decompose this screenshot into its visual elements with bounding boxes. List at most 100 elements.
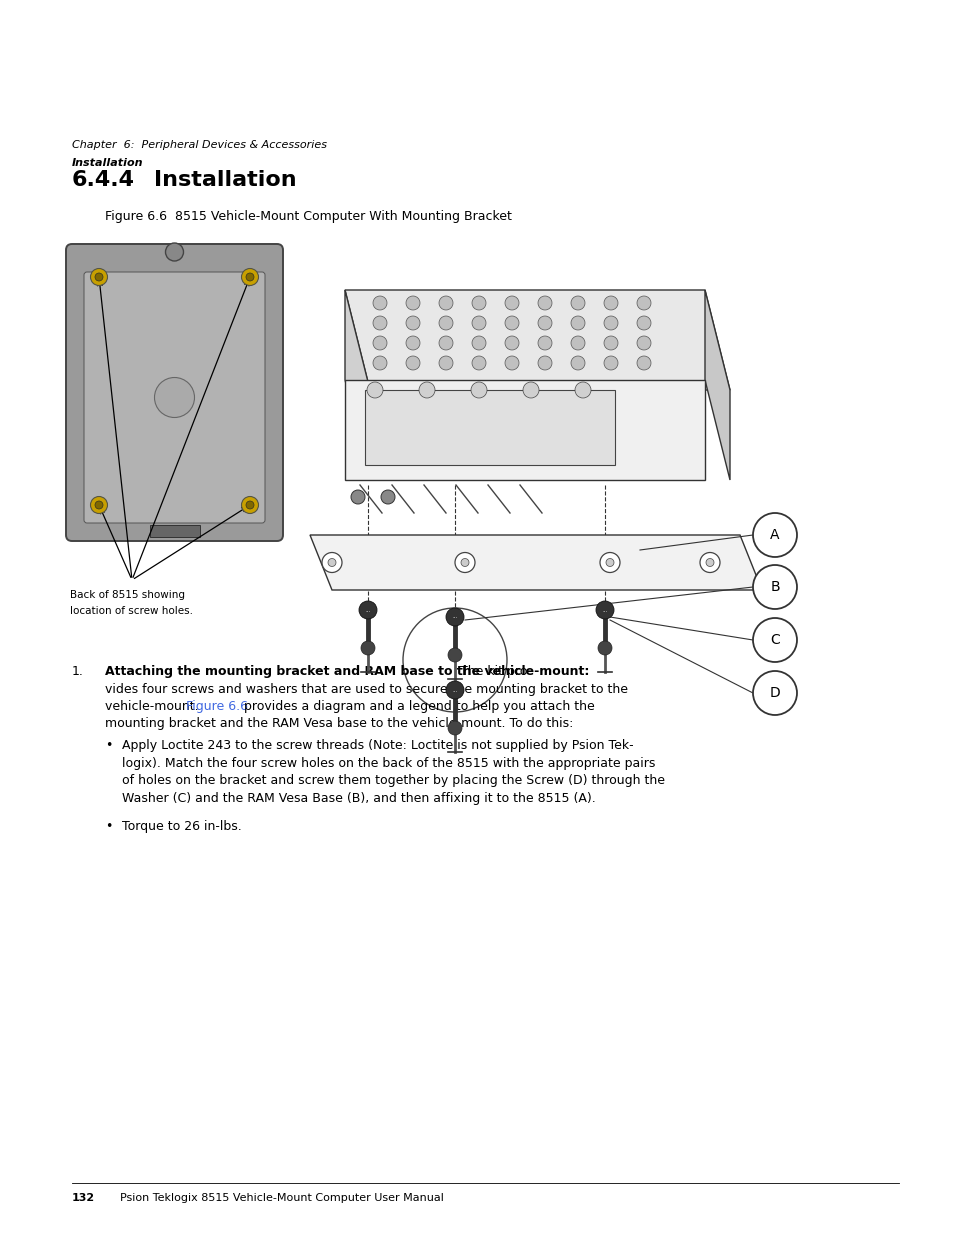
Circle shape — [537, 316, 552, 330]
Circle shape — [599, 552, 619, 573]
Circle shape — [246, 501, 253, 509]
Text: of holes on the bracket and screw them together by placing the Screw (D) through: of holes on the bracket and screw them t… — [122, 774, 664, 788]
Circle shape — [448, 721, 461, 735]
Circle shape — [455, 552, 475, 573]
FancyBboxPatch shape — [66, 245, 283, 541]
Circle shape — [522, 382, 538, 398]
Text: vehicle-mount.: vehicle-mount. — [105, 700, 202, 713]
Circle shape — [460, 558, 469, 567]
Text: Psion Teklogix 8515 Vehicle-Mount Computer User Manual: Psion Teklogix 8515 Vehicle-Mount Comput… — [120, 1193, 443, 1203]
Text: Back of 8515 showing: Back of 8515 showing — [70, 590, 185, 600]
Circle shape — [603, 296, 618, 310]
Polygon shape — [345, 290, 370, 480]
Circle shape — [438, 336, 453, 350]
Text: location of screw holes.: location of screw holes. — [70, 605, 193, 615]
Text: Figure 6.6: Figure 6.6 — [186, 700, 248, 713]
Circle shape — [380, 490, 395, 504]
Circle shape — [752, 618, 796, 662]
Circle shape — [504, 296, 518, 310]
Circle shape — [241, 496, 258, 514]
Text: D: D — [769, 685, 780, 700]
Circle shape — [637, 316, 650, 330]
Circle shape — [360, 641, 375, 655]
Circle shape — [438, 296, 453, 310]
Circle shape — [537, 296, 552, 310]
Circle shape — [373, 316, 387, 330]
Circle shape — [472, 316, 485, 330]
Text: 6.4.4: 6.4.4 — [71, 170, 135, 190]
Circle shape — [373, 356, 387, 370]
Text: provides a diagram and a legend to help you attach the: provides a diagram and a legend to help … — [240, 700, 594, 713]
Circle shape — [605, 558, 614, 567]
Circle shape — [504, 316, 518, 330]
Text: ...: ... — [601, 608, 607, 613]
Circle shape — [406, 336, 419, 350]
Circle shape — [406, 296, 419, 310]
Circle shape — [358, 601, 376, 619]
Text: mounting bracket and the RAM Vesa base to the vehicle-mount. To do this:: mounting bracket and the RAM Vesa base t… — [105, 718, 573, 730]
Text: Figure 6.6  8515 Vehicle-Mount Computer With Mounting Bracket: Figure 6.6 8515 Vehicle-Mount Computer W… — [105, 210, 512, 224]
Circle shape — [241, 268, 258, 285]
Text: The kit pro-: The kit pro- — [456, 664, 532, 678]
Circle shape — [571, 316, 584, 330]
Circle shape — [91, 496, 108, 514]
Circle shape — [571, 336, 584, 350]
Circle shape — [472, 356, 485, 370]
Circle shape — [603, 316, 618, 330]
Circle shape — [367, 382, 382, 398]
Text: •: • — [105, 740, 112, 752]
Circle shape — [705, 558, 713, 567]
Circle shape — [575, 382, 590, 398]
Circle shape — [472, 296, 485, 310]
Text: Apply Loctite 243 to the screw threads (Note: Loctite is not supplied by Psion T: Apply Loctite 243 to the screw threads (… — [122, 740, 633, 752]
Circle shape — [165, 243, 183, 261]
Circle shape — [752, 671, 796, 715]
Circle shape — [446, 608, 463, 626]
Polygon shape — [704, 290, 729, 480]
Circle shape — [95, 273, 103, 282]
Text: Chapter  6:  Peripheral Devices & Accessories: Chapter 6: Peripheral Devices & Accessor… — [71, 140, 327, 149]
Text: Installation: Installation — [153, 170, 296, 190]
Circle shape — [322, 552, 341, 573]
Circle shape — [596, 601, 614, 619]
Text: logix). Match the four screw holes on the back of the 8515 with the appropriate : logix). Match the four screw holes on th… — [122, 757, 655, 769]
Text: ...: ... — [365, 608, 370, 613]
Text: Torque to 26 in-lbs.: Torque to 26 in-lbs. — [122, 820, 241, 832]
Circle shape — [504, 356, 518, 370]
Text: C: C — [769, 634, 779, 647]
Circle shape — [418, 382, 435, 398]
Text: vides four screws and washers that are used to secure the mounting bracket to th: vides four screws and washers that are u… — [105, 683, 627, 695]
Circle shape — [328, 558, 335, 567]
Circle shape — [637, 356, 650, 370]
Circle shape — [246, 273, 253, 282]
Circle shape — [438, 356, 453, 370]
Text: Washer (C) and the RAM Vesa Base (B), and then affixing it to the 8515 (A).: Washer (C) and the RAM Vesa Base (B), an… — [122, 792, 595, 805]
Polygon shape — [310, 535, 761, 590]
Text: B: B — [769, 580, 779, 594]
Circle shape — [471, 382, 486, 398]
Polygon shape — [345, 380, 704, 480]
Circle shape — [637, 296, 650, 310]
Circle shape — [448, 648, 461, 662]
Circle shape — [406, 356, 419, 370]
Circle shape — [351, 490, 365, 504]
Circle shape — [537, 336, 552, 350]
Circle shape — [752, 564, 796, 609]
Circle shape — [603, 336, 618, 350]
Circle shape — [446, 680, 463, 699]
Text: Attaching the mounting bracket and RAM base to the vehicle-mount:: Attaching the mounting bracket and RAM b… — [105, 664, 589, 678]
Circle shape — [537, 356, 552, 370]
Circle shape — [637, 336, 650, 350]
Bar — [150, 525, 199, 537]
Text: ...: ... — [452, 615, 457, 620]
Circle shape — [598, 641, 612, 655]
Text: •: • — [105, 820, 112, 832]
Text: 132: 132 — [71, 1193, 95, 1203]
Text: Installation: Installation — [71, 158, 143, 168]
Circle shape — [95, 501, 103, 509]
Bar — [365, 390, 615, 466]
FancyBboxPatch shape — [84, 272, 265, 522]
Circle shape — [571, 356, 584, 370]
Text: 1.: 1. — [71, 664, 84, 678]
Circle shape — [402, 608, 506, 713]
